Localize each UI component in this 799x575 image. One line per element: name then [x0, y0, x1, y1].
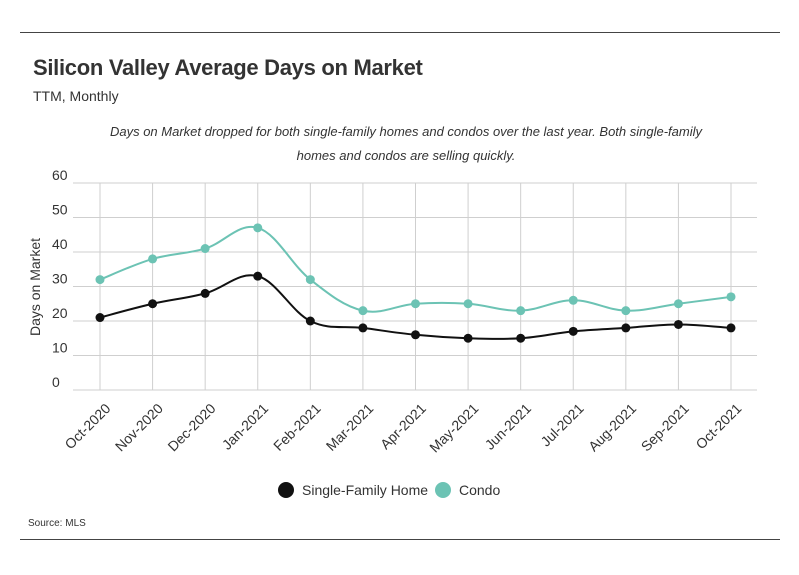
- x-tick-label: Oct-2021: [692, 400, 744, 452]
- x-tick-label: Oct-2020: [61, 400, 113, 452]
- chart-caption: Days on Market dropped for both single-f…: [109, 124, 703, 163]
- legend: Single-Family Home Condo: [0, 482, 799, 504]
- y-tick-label: 10: [52, 340, 68, 356]
- bottom-rule: [20, 539, 780, 540]
- x-tick-label: Apr-2021: [377, 400, 429, 452]
- y-tick-label: 0: [52, 374, 60, 390]
- x-tick-label: Jul-2021: [537, 400, 586, 449]
- y-axis-ticks: 0 10 20 30 40 50 60: [52, 167, 68, 390]
- source-note: Source: MLS: [28, 518, 86, 529]
- top-rule: [20, 32, 780, 33]
- data-point-single-family-home: [95, 313, 105, 323]
- chart-subtitle: TTM, Monthly: [33, 88, 119, 104]
- data-point-condo: [726, 292, 736, 302]
- data-point-single-family-home: [726, 323, 736, 333]
- data-point-single-family-home: [305, 316, 315, 326]
- data-point-single-family-home: [463, 333, 473, 343]
- data-point-condo: [411, 299, 420, 309]
- legend-marker-single-family: [278, 482, 294, 498]
- data-point-condo: [463, 299, 473, 309]
- data-point-condo: [516, 306, 526, 316]
- y-tick-label: 20: [52, 305, 68, 321]
- data-point-single-family-home: [148, 299, 158, 309]
- gridlines: [73, 182, 757, 391]
- data-point-condo: [673, 299, 683, 309]
- x-tick-label: Aug-2021: [585, 400, 639, 454]
- x-tick-label: Dec-2020: [164, 400, 218, 454]
- data-point-condo: [200, 244, 210, 254]
- data-point-single-family-home: [411, 330, 420, 340]
- x-tick-label: Jan-2021: [219, 400, 272, 453]
- legend-label-condo: Condo: [459, 482, 501, 498]
- y-tick-label: 30: [52, 271, 68, 287]
- y-axis-label: Days on Market: [27, 238, 43, 336]
- data-point-condo: [621, 306, 631, 316]
- y-tick-label: 60: [52, 167, 68, 183]
- y-tick-label: 40: [52, 236, 68, 252]
- data-point-condo: [253, 223, 263, 233]
- y-tick-label: 50: [52, 202, 68, 218]
- data-point-condo: [95, 275, 105, 285]
- data-point-condo: [358, 306, 368, 316]
- data-point-condo: [568, 295, 578, 305]
- data-point-single-family-home: [200, 288, 210, 298]
- x-tick-label: Jun-2021: [482, 400, 535, 453]
- legend-item-single-family: Single-Family Home: [278, 482, 428, 498]
- chart-title: Silicon Valley Average Days on Market: [33, 55, 423, 80]
- series-points: [95, 223, 736, 343]
- data-point-single-family-home: [253, 271, 263, 281]
- data-point-single-family-home: [358, 323, 368, 333]
- legend-label-single-family: Single-Family Home: [302, 482, 429, 498]
- data-point-condo: [148, 254, 158, 264]
- data-point-condo: [305, 275, 315, 285]
- legend-item-condo: Condo: [435, 482, 500, 498]
- legend-marker-condo: [435, 482, 451, 498]
- x-tick-label: Feb-2021: [270, 400, 324, 454]
- x-tick-label: Mar-2021: [323, 400, 377, 454]
- x-tick-label: Nov-2020: [112, 400, 166, 454]
- data-point-single-family-home: [568, 326, 578, 336]
- data-point-single-family-home: [621, 323, 631, 333]
- x-tick-label: Sep-2021: [638, 400, 692, 454]
- data-point-single-family-home: [673, 319, 683, 329]
- x-tick-label: May-2021: [426, 400, 481, 455]
- data-point-single-family-home: [516, 333, 526, 343]
